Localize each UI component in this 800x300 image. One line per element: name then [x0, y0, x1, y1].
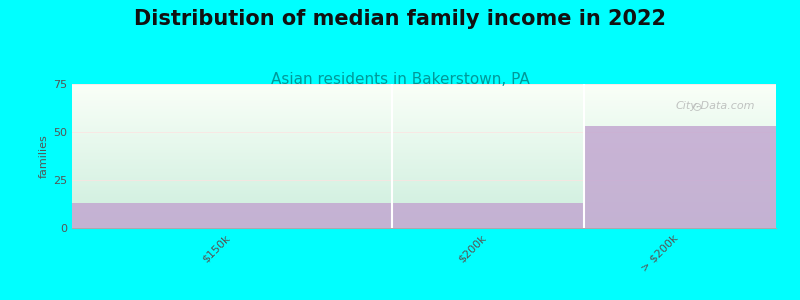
- Bar: [392, 203, 584, 228]
- Bar: [72, 203, 392, 228]
- Text: ⊙: ⊙: [691, 101, 702, 114]
- Bar: [584, 126, 776, 228]
- Text: Distribution of median family income in 2022: Distribution of median family income in …: [134, 9, 666, 29]
- Y-axis label: families: families: [39, 134, 49, 178]
- Text: City-Data.com: City-Data.com: [675, 101, 755, 111]
- Text: Asian residents in Bakerstown, PA: Asian residents in Bakerstown, PA: [270, 72, 530, 87]
